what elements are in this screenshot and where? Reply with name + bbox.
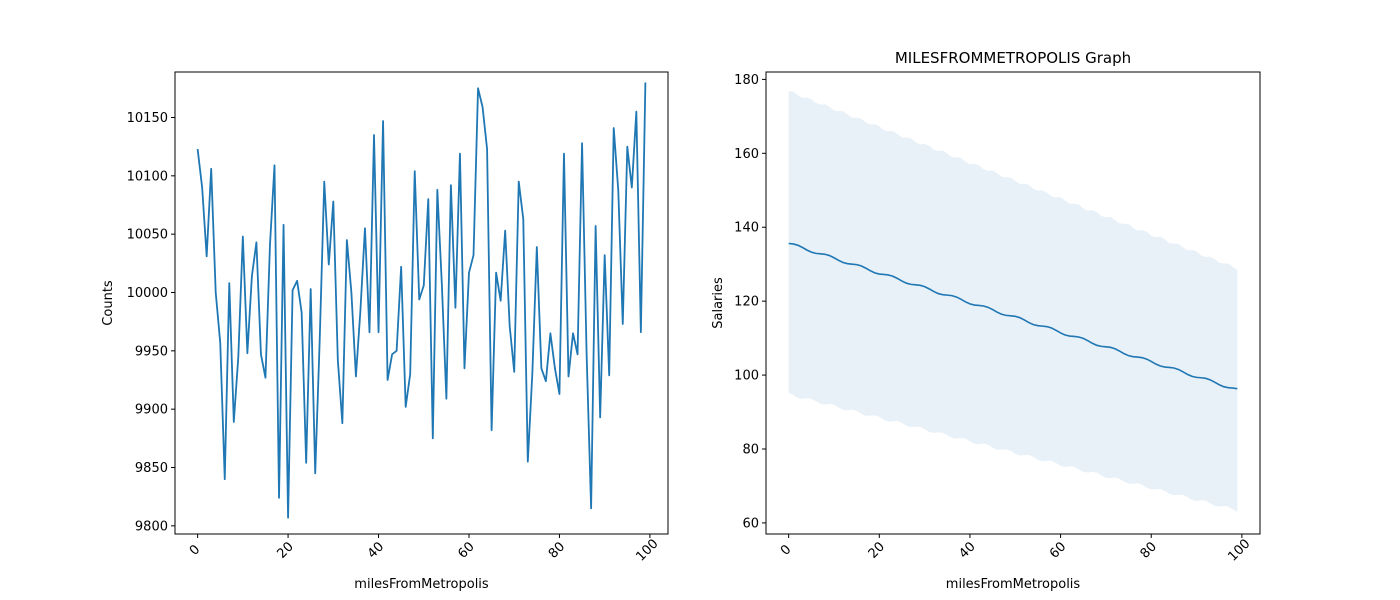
x-tick-label: 0 <box>187 542 203 558</box>
y-tick-label: 10000 <box>127 286 168 301</box>
axes-frame <box>765 71 1261 535</box>
salaries-chart: MILESFROMMETROPOLIS Graph 0 20 40 60 80 100 60… <box>711 49 1261 592</box>
y-tick-label: 140 <box>734 221 759 236</box>
x-axis-label: milesFromMetropolis <box>946 577 1081 592</box>
y-tick-label: 180 <box>734 73 759 88</box>
y-tick-label: 10150 <box>127 111 168 126</box>
y-tick-label: 10050 <box>127 228 168 243</box>
x-tick-label: 80 <box>1138 539 1160 561</box>
plot-area: 0 20 40 60 80 100 9800 9850 9900 9950 10000 10050 10… <box>127 71 669 565</box>
y-tick-label: 60 <box>742 516 759 531</box>
series-line <box>196 82 647 519</box>
axes-frame <box>174 71 669 535</box>
y-tick-label: 9900 <box>135 403 168 418</box>
counts-chart: 0 20 40 60 80 100 9800 9850 9900 9950 10000 10050 10… <box>101 71 669 592</box>
y-tick-label: 100 <box>734 369 759 384</box>
x-tick-label: 0 <box>778 542 794 558</box>
y-axis-label: Counts <box>101 280 116 326</box>
y-axis-label: Salaries <box>711 277 726 329</box>
y-tick-label: 80 <box>742 442 759 457</box>
y-tick-label: 10100 <box>127 169 168 184</box>
y-tick-label: 9950 <box>135 344 168 359</box>
x-tick-label: 60 <box>455 539 477 561</box>
x-tick-label: 80 <box>546 539 568 561</box>
x-tick-label: 40 <box>365 539 387 561</box>
y-tick-label: 9800 <box>135 519 168 534</box>
x-tick-label: 20 <box>274 539 296 561</box>
x-tick-label: 100 <box>633 536 661 564</box>
x-axis-label: milesFromMetropolis <box>354 577 489 592</box>
series-line <box>788 242 1238 390</box>
x-tick-label: 60 <box>1047 539 1069 561</box>
y-tick-label: 160 <box>734 147 759 162</box>
plot-area: 0 20 40 60 80 100 60 80 100 120 140 160 180 <box>734 71 1261 565</box>
x-tick-label: 20 <box>866 539 888 561</box>
y-tick-label: 9850 <box>135 461 168 476</box>
chart-title: MILESFROMMETROPOLIS Graph <box>895 49 1131 67</box>
x-tick-label: 100 <box>1225 536 1253 564</box>
x-tick-label: 40 <box>956 539 978 561</box>
y-tick-label: 120 <box>734 295 759 310</box>
confidence-band <box>788 91 1238 512</box>
